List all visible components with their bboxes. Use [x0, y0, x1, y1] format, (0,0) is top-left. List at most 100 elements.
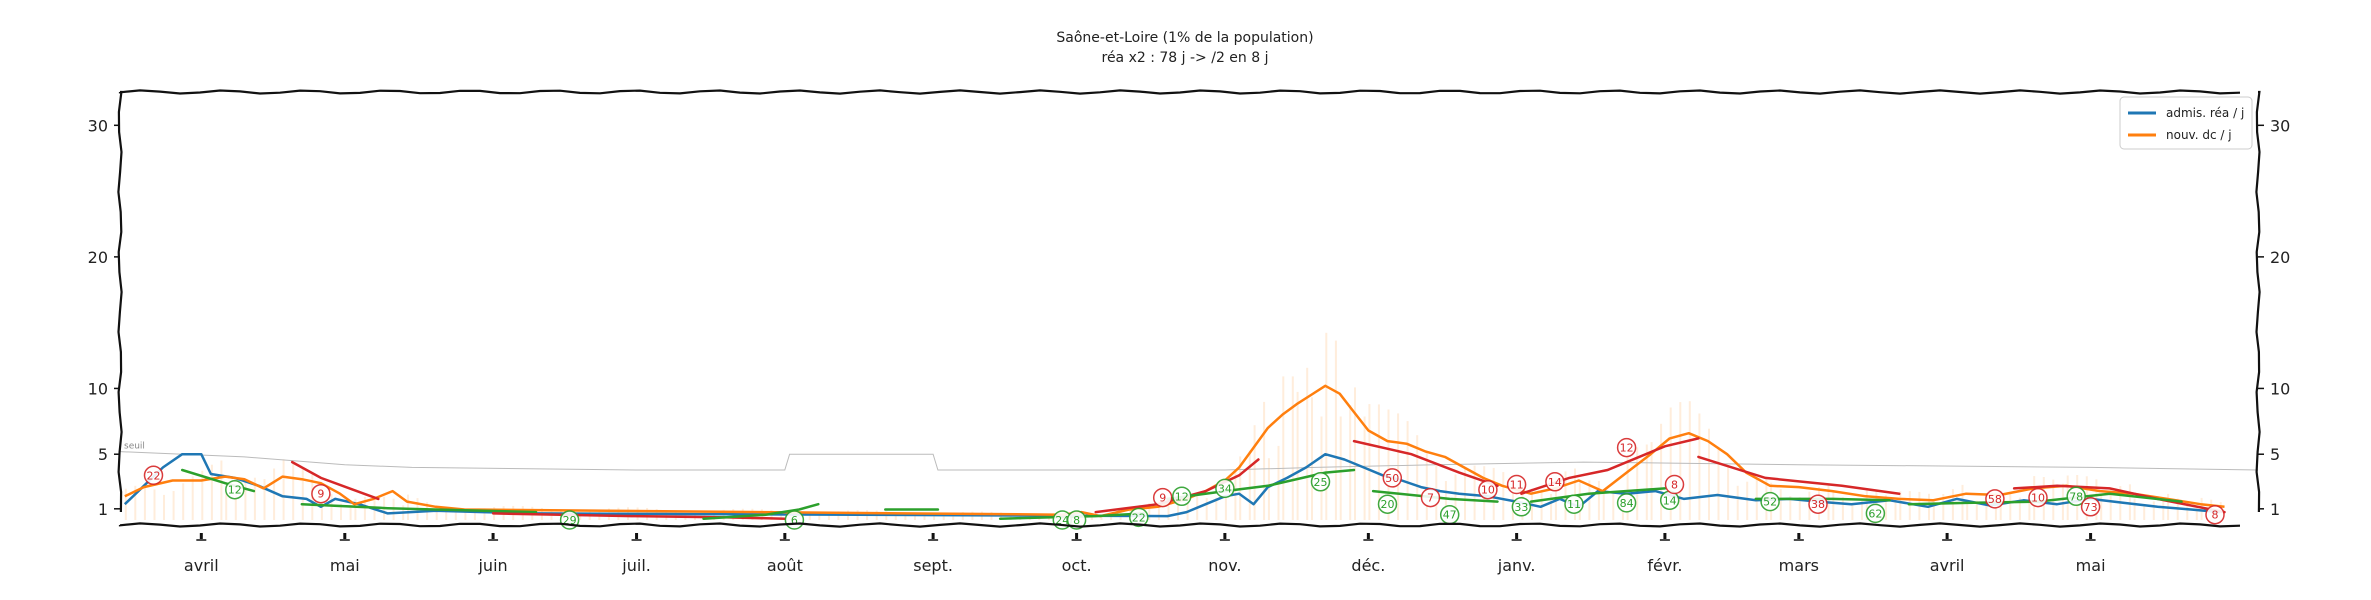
- daily-bar: [713, 511, 716, 520]
- badge-label: 11: [1567, 498, 1581, 511]
- daily-bar: [1746, 481, 1749, 520]
- daily-bar: [1224, 486, 1227, 520]
- x-tick-label: nov.: [1208, 556, 1241, 575]
- daily-bar: [1416, 435, 1419, 520]
- badge-circle: [1129, 507, 1149, 528]
- badge-circle: [2028, 487, 2048, 508]
- daily-bar: [1975, 500, 1978, 520]
- daily-bar: [1597, 480, 1600, 520]
- daily-bar: [1736, 485, 1739, 520]
- daily-bar: [454, 512, 457, 520]
- daily-bar: [904, 513, 907, 520]
- daily-bar: [2152, 501, 2155, 520]
- badge-circle: [1616, 437, 1637, 458]
- x-tick-label: mai: [2076, 556, 2106, 575]
- daily-bar: [2162, 498, 2165, 520]
- badge-label: 9: [317, 488, 324, 501]
- badge-label: 50: [1385, 472, 1399, 485]
- badge: 11: [1564, 494, 1584, 514]
- daily-bar: [1311, 397, 1313, 520]
- badge-circle: [1066, 510, 1087, 530]
- trend-segment: [2012, 484, 2226, 514]
- daily-bar: [273, 468, 276, 520]
- y-tick-label-right: 1: [2270, 500, 2280, 519]
- badge-label: 10: [1481, 484, 1495, 497]
- badge-circle: [1511, 497, 1532, 517]
- daily-bar: [1177, 496, 1179, 520]
- daily-bar: [1832, 490, 1835, 520]
- frame-left: [117, 90, 123, 513]
- daily-bar: [1296, 391, 1299, 520]
- daily-bar: [201, 470, 204, 520]
- badge: 62: [1865, 503, 1886, 524]
- daily-bar: [1291, 376, 1294, 520]
- badge: 14: [1659, 490, 1680, 511]
- daily-bar: [1894, 499, 1897, 520]
- daily-bar: [1908, 491, 1911, 520]
- daily-bar: [1679, 402, 1682, 520]
- badge-circle: [2080, 497, 2101, 517]
- badge: 22: [1129, 507, 1149, 528]
- daily-bar: [1626, 454, 1629, 520]
- daily-bar: [225, 493, 228, 520]
- badge-label: 47: [1443, 509, 1457, 522]
- badge-label: 12: [228, 484, 242, 497]
- daily-bar: [282, 459, 285, 520]
- badge: 8: [1066, 510, 1087, 530]
- badge-circle: [1310, 472, 1331, 492]
- daily-bar: [1717, 448, 1720, 520]
- trend-lines: [180, 437, 2226, 520]
- daily-bar: [942, 513, 945, 520]
- daily-bar: [808, 515, 811, 520]
- daily-bar: [163, 494, 165, 520]
- badge-label: 14: [1663, 494, 1677, 507]
- y-tick-label-right: 20: [2270, 248, 2290, 267]
- daily-bar: [1851, 503, 1854, 520]
- trend-segment: [1697, 455, 1901, 495]
- x-tick-label: mai: [330, 556, 360, 575]
- daily-bar: [354, 498, 357, 520]
- daily-bar: [172, 491, 175, 520]
- y-tick-label-left: 1: [98, 500, 108, 519]
- badge: 12: [225, 479, 245, 500]
- badge: 50: [1382, 468, 1403, 488]
- daily-bar: [1884, 495, 1887, 520]
- chart-subtitle: réa x2 : 78 j -> /2 en 8 j: [1102, 50, 1269, 66]
- daily-bar: [1454, 474, 1457, 520]
- trend-segment: [702, 502, 820, 520]
- badge-label: 10: [2031, 492, 2045, 505]
- badge: 9: [1152, 487, 1173, 508]
- badge-label: 22: [147, 469, 161, 482]
- x-tick-label: mars: [1779, 556, 1819, 575]
- daily-bar: [2028, 500, 2031, 520]
- daily-bar: [1425, 450, 1428, 520]
- badge-circle: [1478, 479, 1498, 500]
- daily-bar: [2128, 484, 2131, 520]
- badge: 8: [2205, 504, 2225, 525]
- daily-bar: [827, 512, 830, 520]
- y-tick-label-left: 10: [88, 379, 108, 398]
- daily-bar: [1511, 476, 1514, 520]
- chart-title: Saône-et-Loire (1% de la population): [1056, 30, 1313, 46]
- daily-bar: [1334, 340, 1337, 520]
- daily-bar: [340, 503, 342, 520]
- badge-circle: [311, 483, 331, 504]
- frame-bottom: [118, 522, 2241, 528]
- badge-circle: [143, 465, 164, 486]
- daily-bar: [1167, 498, 1170, 520]
- badge-label: 11: [1510, 479, 1524, 492]
- trend-segment: [998, 512, 1145, 520]
- badge: 11: [1506, 474, 1527, 495]
- badge-circle: [1760, 491, 1780, 512]
- daily-bar: [2100, 493, 2103, 520]
- daily-bar: [1406, 421, 1409, 520]
- badge-circle: [1564, 494, 1584, 514]
- daily-bar: [263, 479, 266, 520]
- daily-bar: [363, 497, 366, 520]
- badge: 34: [1215, 478, 1235, 499]
- daily-bar: [301, 467, 304, 520]
- badge: 20: [1377, 494, 1398, 514]
